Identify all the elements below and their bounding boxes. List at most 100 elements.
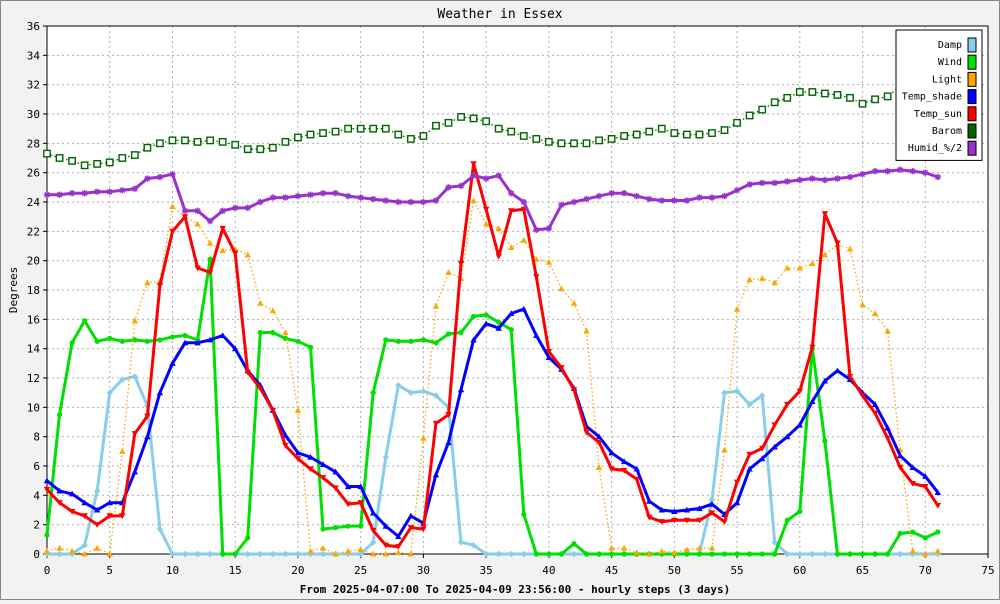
legend-swatch-barom: [967, 123, 977, 139]
data-point: [896, 550, 904, 558]
data-point: [131, 468, 139, 475]
data-point: [168, 136, 177, 145]
data-point: [620, 190, 628, 197]
data-point: [432, 302, 440, 309]
data-point: [68, 490, 76, 497]
data-point: [508, 327, 514, 333]
data-point: [495, 172, 502, 179]
data-point: [646, 514, 653, 521]
data-point: [658, 197, 665, 204]
data-point: [583, 195, 590, 203]
data-point: [646, 498, 653, 504]
data-point: [469, 114, 478, 123]
data-point: [407, 550, 415, 557]
data-point: [646, 550, 653, 557]
data-point: [708, 500, 716, 507]
y-tick-label: 30: [27, 108, 40, 121]
data-point: [683, 197, 691, 204]
data-point: [859, 170, 866, 178]
data-point: [55, 154, 64, 162]
data-point: [708, 510, 716, 517]
x-tick-label: 10: [166, 564, 179, 577]
data-point: [281, 137, 290, 146]
data-point: [834, 367, 841, 374]
data-point: [43, 486, 51, 493]
data-point: [420, 337, 426, 343]
data-point: [56, 412, 63, 418]
data-point: [508, 310, 515, 317]
data-point: [257, 198, 264, 206]
data-point: [508, 190, 515, 197]
data-point: [457, 539, 465, 546]
data-point: [521, 511, 527, 517]
data-point: [93, 544, 101, 551]
data-point: [144, 175, 151, 182]
data-point: [294, 449, 302, 456]
series-temp-sun: [43, 161, 942, 550]
data-point: [119, 448, 126, 454]
data-point: [169, 334, 176, 340]
x-tick-label: 75: [981, 564, 994, 577]
data-point: [181, 550, 189, 558]
data-point: [508, 550, 515, 558]
data-point: [244, 550, 251, 558]
data-point: [494, 124, 503, 133]
data-point: [332, 525, 339, 531]
data-point: [633, 549, 640, 556]
data-point: [595, 464, 603, 471]
data-point: [784, 264, 791, 271]
x-tick-label: 45: [605, 564, 618, 577]
data-point: [696, 194, 703, 201]
data-point: [432, 392, 440, 399]
data-point: [245, 535, 251, 541]
data-point: [320, 526, 326, 532]
data-point: [683, 546, 691, 553]
data-point: [746, 181, 753, 188]
data-point: [56, 191, 63, 198]
data-point: [834, 240, 841, 247]
data-point: [445, 269, 452, 275]
data-point: [758, 445, 766, 452]
data-point: [746, 451, 753, 458]
data-point: [846, 93, 854, 102]
data-point: [395, 198, 402, 206]
data-point: [771, 539, 778, 546]
legend-swatch-damp: [967, 37, 977, 53]
data-point: [319, 129, 327, 137]
legend-label-wind: Wind: [938, 57, 962, 68]
data-point: [770, 98, 779, 107]
data-point: [658, 547, 665, 554]
data-point: [383, 337, 389, 343]
legend-label-barom: Barom: [932, 126, 962, 137]
y-tick-label: 26: [27, 167, 40, 180]
data-point: [106, 188, 113, 195]
data-point: [847, 551, 853, 557]
data-point: [433, 340, 439, 346]
data-point: [570, 139, 578, 148]
data-point: [633, 476, 640, 483]
data-point: [69, 340, 75, 346]
data-point: [282, 329, 289, 336]
y-tick-label: 20: [27, 255, 40, 268]
data-point: [909, 547, 916, 554]
data-point: [257, 385, 264, 392]
data-point: [194, 207, 201, 214]
y-tick-label: 10: [27, 401, 40, 414]
data-point: [620, 467, 628, 474]
data-point: [871, 310, 879, 317]
series-barom: [43, 76, 942, 170]
data-point: [457, 386, 465, 393]
data-point: [544, 137, 553, 146]
data-point: [558, 201, 565, 209]
y-axis-label: Degrees: [7, 267, 20, 313]
data-point: [232, 345, 239, 352]
data-point: [395, 533, 402, 539]
data-point: [683, 506, 691, 513]
data-point: [119, 376, 126, 383]
series-line-barom: [46, 79, 938, 166]
series-line-temp-shade: [46, 307, 939, 538]
data-point: [156, 283, 164, 289]
data-point: [194, 220, 201, 227]
data-point: [307, 547, 314, 554]
data-point: [181, 207, 189, 214]
